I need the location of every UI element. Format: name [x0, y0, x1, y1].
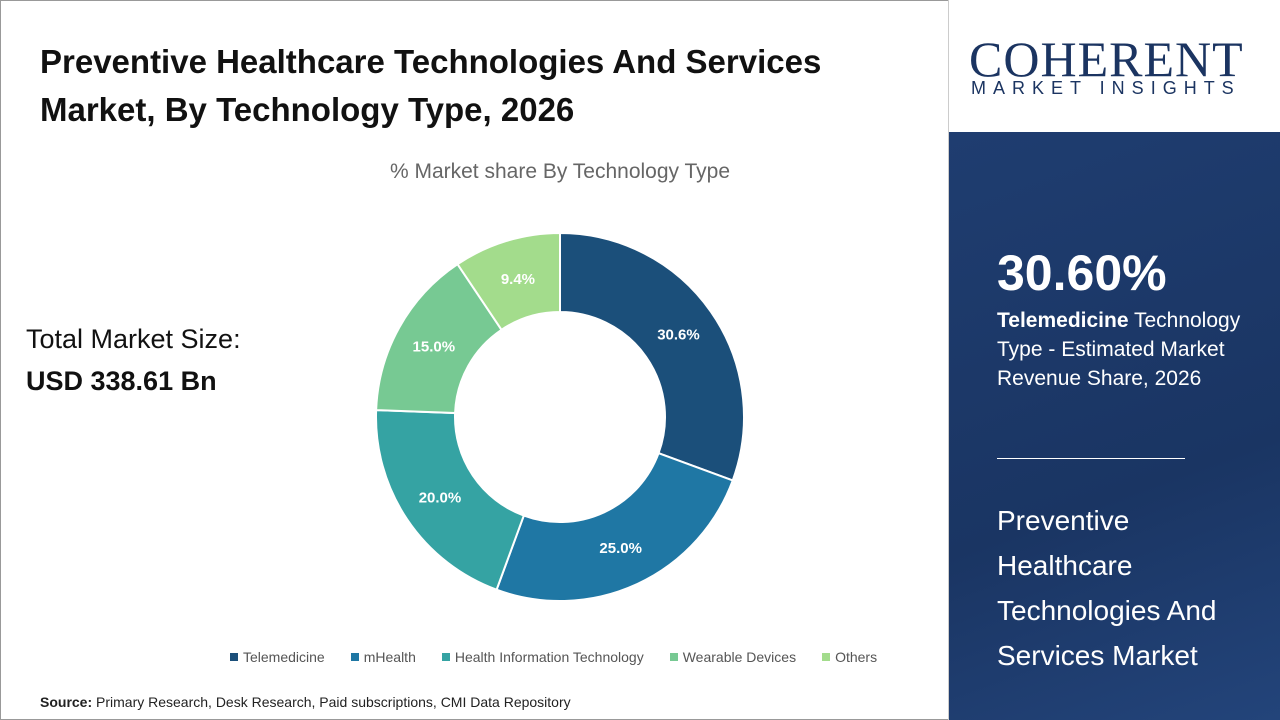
- data-label: 15.0%: [413, 339, 456, 356]
- total-market-value: USD 338.61 Bn: [26, 366, 217, 396]
- donut-slice: [375, 409, 526, 592]
- market-name: Preventive Healthcare Technologies And S…: [997, 505, 1217, 671]
- legend-item: Others: [822, 649, 877, 665]
- data-label: 30.6%: [657, 326, 700, 343]
- data-label: 25.0%: [599, 540, 642, 557]
- legend-item: Telemedicine: [230, 649, 325, 665]
- highlight-segment: Telemedicine: [997, 309, 1129, 332]
- data-label: 20.0%: [419, 489, 462, 506]
- legend-label: mHealth: [363, 649, 416, 665]
- source-label: Source:: [40, 694, 93, 710]
- legend-swatch: [441, 653, 450, 661]
- source-note: Source: Primary Research, Desk Research,…: [40, 694, 571, 710]
- donut-slice: [495, 451, 735, 602]
- donut-chart: 30.6% 25.0% 20.0% 15.0% 9.4%: [375, 231, 745, 602]
- legend-item: mHealth: [350, 649, 416, 665]
- legend-swatch: [822, 653, 831, 661]
- donut-slice: [559, 231, 745, 482]
- side-panel: COHERENT MARKET INSIGHTS 30.60% Telemedi…: [948, 0, 1280, 720]
- chart-title: % Market share By Technology Type: [389, 160, 731, 183]
- legend-label: Telemedicine: [243, 649, 325, 665]
- highlight-rest: Technology Type - Estimated Market Reven…: [997, 309, 1241, 390]
- logo-text: COHERENT: [969, 31, 1244, 87]
- highlight-value: 30.60%: [997, 245, 1167, 301]
- legend-item: Health Information Technology: [441, 649, 644, 665]
- legend-swatch: [230, 653, 238, 661]
- legend-swatch: [669, 653, 678, 661]
- logo: COHERENT MARKET INSIGHTS: [949, 0, 1280, 132]
- page-title: Preventive Healthcare Technologies And S…: [40, 43, 822, 128]
- highlight-description: Telemedicine Technology Type - Estimated…: [997, 306, 1257, 393]
- legend-label: Others: [835, 649, 878, 665]
- source-text: Primary Research, Desk Research, Paid su…: [92, 694, 571, 710]
- donut-slice: [456, 231, 561, 332]
- legend: Telemedicine mHealth Health Information Te…: [230, 649, 877, 665]
- legend-label: Health Information Technology: [454, 649, 644, 665]
- logo-subtext: MARKET INSIGHTS: [971, 78, 1241, 98]
- legend-swatch: [350, 653, 359, 661]
- legend-item: Wearable Devices: [669, 649, 797, 665]
- divider: [997, 458, 1185, 459]
- legend-label: Wearable Devices: [682, 649, 797, 665]
- total-market-label: Total Market Size:: [26, 324, 241, 354]
- data-label: 9.4%: [501, 271, 535, 288]
- highlight-panel: 30.60% Telemedicine Technology Type - Es…: [949, 132, 1280, 720]
